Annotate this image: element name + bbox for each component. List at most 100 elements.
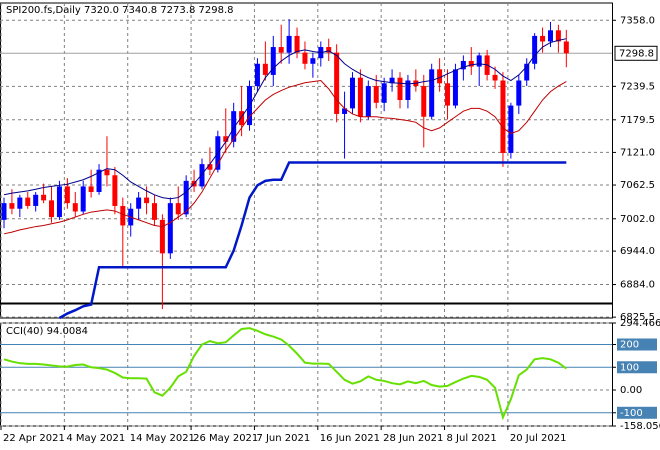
y-tick-label: 6944.0: [620, 246, 655, 257]
candle-body: [563, 41, 569, 54]
y-tick-label: 7358.0: [620, 15, 655, 26]
indicator-line: [3, 79, 567, 235]
candle-body: [254, 63, 260, 87]
y-tick-label: 7062.5: [620, 180, 655, 191]
candle-body: [421, 86, 427, 117]
candle-body: [88, 186, 94, 192]
level-label-bg: [617, 338, 657, 351]
candle-body: [270, 47, 276, 75]
candle-body: [80, 186, 86, 212]
candle-body: [136, 197, 142, 209]
x-tick-label: 28 Jun 2021: [383, 433, 443, 444]
candle-body: [104, 169, 110, 176]
y-tick-label: 7121.0: [620, 147, 655, 158]
candle-body: [365, 86, 371, 117]
chart-title: SPI200.fs,Daily 7320.0 7340.8 7273.8 729…: [6, 5, 233, 16]
candle-body: [183, 180, 189, 215]
y-tick-label: 0.00: [620, 385, 642, 396]
candle-body: [294, 35, 300, 53]
level-label-bg: [617, 406, 657, 419]
x-tick-label: 22 Apr 2021: [3, 433, 65, 444]
indicator-line: [3, 38, 567, 200]
candle-body: [389, 77, 395, 84]
candle-body: [429, 69, 435, 117]
candle-body: [9, 203, 15, 209]
candle-body: [41, 194, 47, 201]
candle-body: [500, 80, 506, 153]
candle-body: [239, 111, 245, 126]
candle-body: [397, 77, 403, 101]
candle-body: [334, 52, 340, 114]
x-tick-label: 4 May 2021: [66, 433, 125, 444]
candle-body: [25, 197, 31, 206]
cci-line: [3, 327, 567, 421]
level-label-bg: [617, 361, 657, 374]
x-tick-label: 8 Jul 2021: [447, 433, 497, 444]
candle-body: [175, 203, 181, 215]
candle-body: [310, 58, 316, 64]
y-tick-label: 200: [620, 340, 639, 351]
candle-body: [532, 35, 538, 64]
candle-body: [49, 200, 55, 218]
candle-body: [452, 69, 458, 106]
y-tick-label: 7002.0: [620, 214, 655, 225]
candle-body: [342, 108, 348, 114]
y-tick-label: 294.4668: [620, 318, 660, 329]
candle-body: [547, 30, 553, 42]
candle-body: [1, 203, 7, 220]
candle-body: [64, 186, 70, 204]
candle-body: [508, 105, 514, 153]
x-tick-label: 14 May 2021: [130, 433, 195, 444]
candle-body: [381, 83, 387, 103]
candle-body: [349, 77, 355, 109]
y-tick-label: 7239.5: [620, 81, 655, 92]
candle-body: [120, 205, 126, 226]
candle-body: [231, 111, 237, 142]
candle-body: [555, 30, 561, 42]
candle-body: [151, 203, 157, 220]
candle-body: [524, 63, 530, 81]
y-tick-label: 100: [620, 362, 639, 373]
candle-body: [207, 164, 213, 170]
candle-body: [262, 63, 268, 75]
indicator-line: [58, 161, 567, 320]
candle-body: [540, 35, 546, 42]
candle-body: [278, 47, 284, 53]
candle-body: [112, 175, 118, 206]
candle-body: [357, 77, 363, 117]
y-tick-label: 7179.5: [620, 115, 655, 126]
candle-body: [159, 219, 165, 254]
indicator-title: CCI(40) 94.0084: [6, 326, 88, 337]
candle-body: [167, 203, 173, 254]
candle-body: [223, 136, 229, 142]
candle-body: [468, 60, 474, 67]
x-tick-label: 16 Jun 2021: [320, 433, 380, 444]
x-tick-label: 7 Jun 2021: [256, 433, 310, 444]
last-price-box: [614, 45, 658, 61]
candle-body: [326, 47, 332, 53]
candle-body: [17, 197, 23, 209]
x-tick-label: 26 May 2021: [193, 433, 258, 444]
candle-body: [72, 203, 78, 212]
candle-body: [302, 52, 308, 64]
candle-body: [437, 69, 443, 84]
candle-body: [460, 60, 466, 70]
candle-body: [516, 80, 522, 106]
candle-body: [96, 169, 102, 192]
candle-body: [33, 194, 39, 206]
x-tick-label: 20 Jul 2021: [510, 433, 567, 444]
y-tick-label: -100: [620, 408, 643, 419]
candle-body: [445, 83, 451, 106]
candle-body: [492, 74, 498, 81]
candle-body: [144, 197, 150, 204]
y-tick-label: 6825.5: [620, 312, 655, 323]
y-tick-label: -158.056: [620, 421, 660, 432]
y-tick-label: 6884.0: [620, 280, 655, 291]
last-price-label: 7298.8: [619, 48, 654, 59]
candle-body: [286, 35, 292, 53]
candle-body: [405, 80, 411, 101]
candle-body: [199, 164, 205, 187]
candle-body: [373, 86, 379, 103]
